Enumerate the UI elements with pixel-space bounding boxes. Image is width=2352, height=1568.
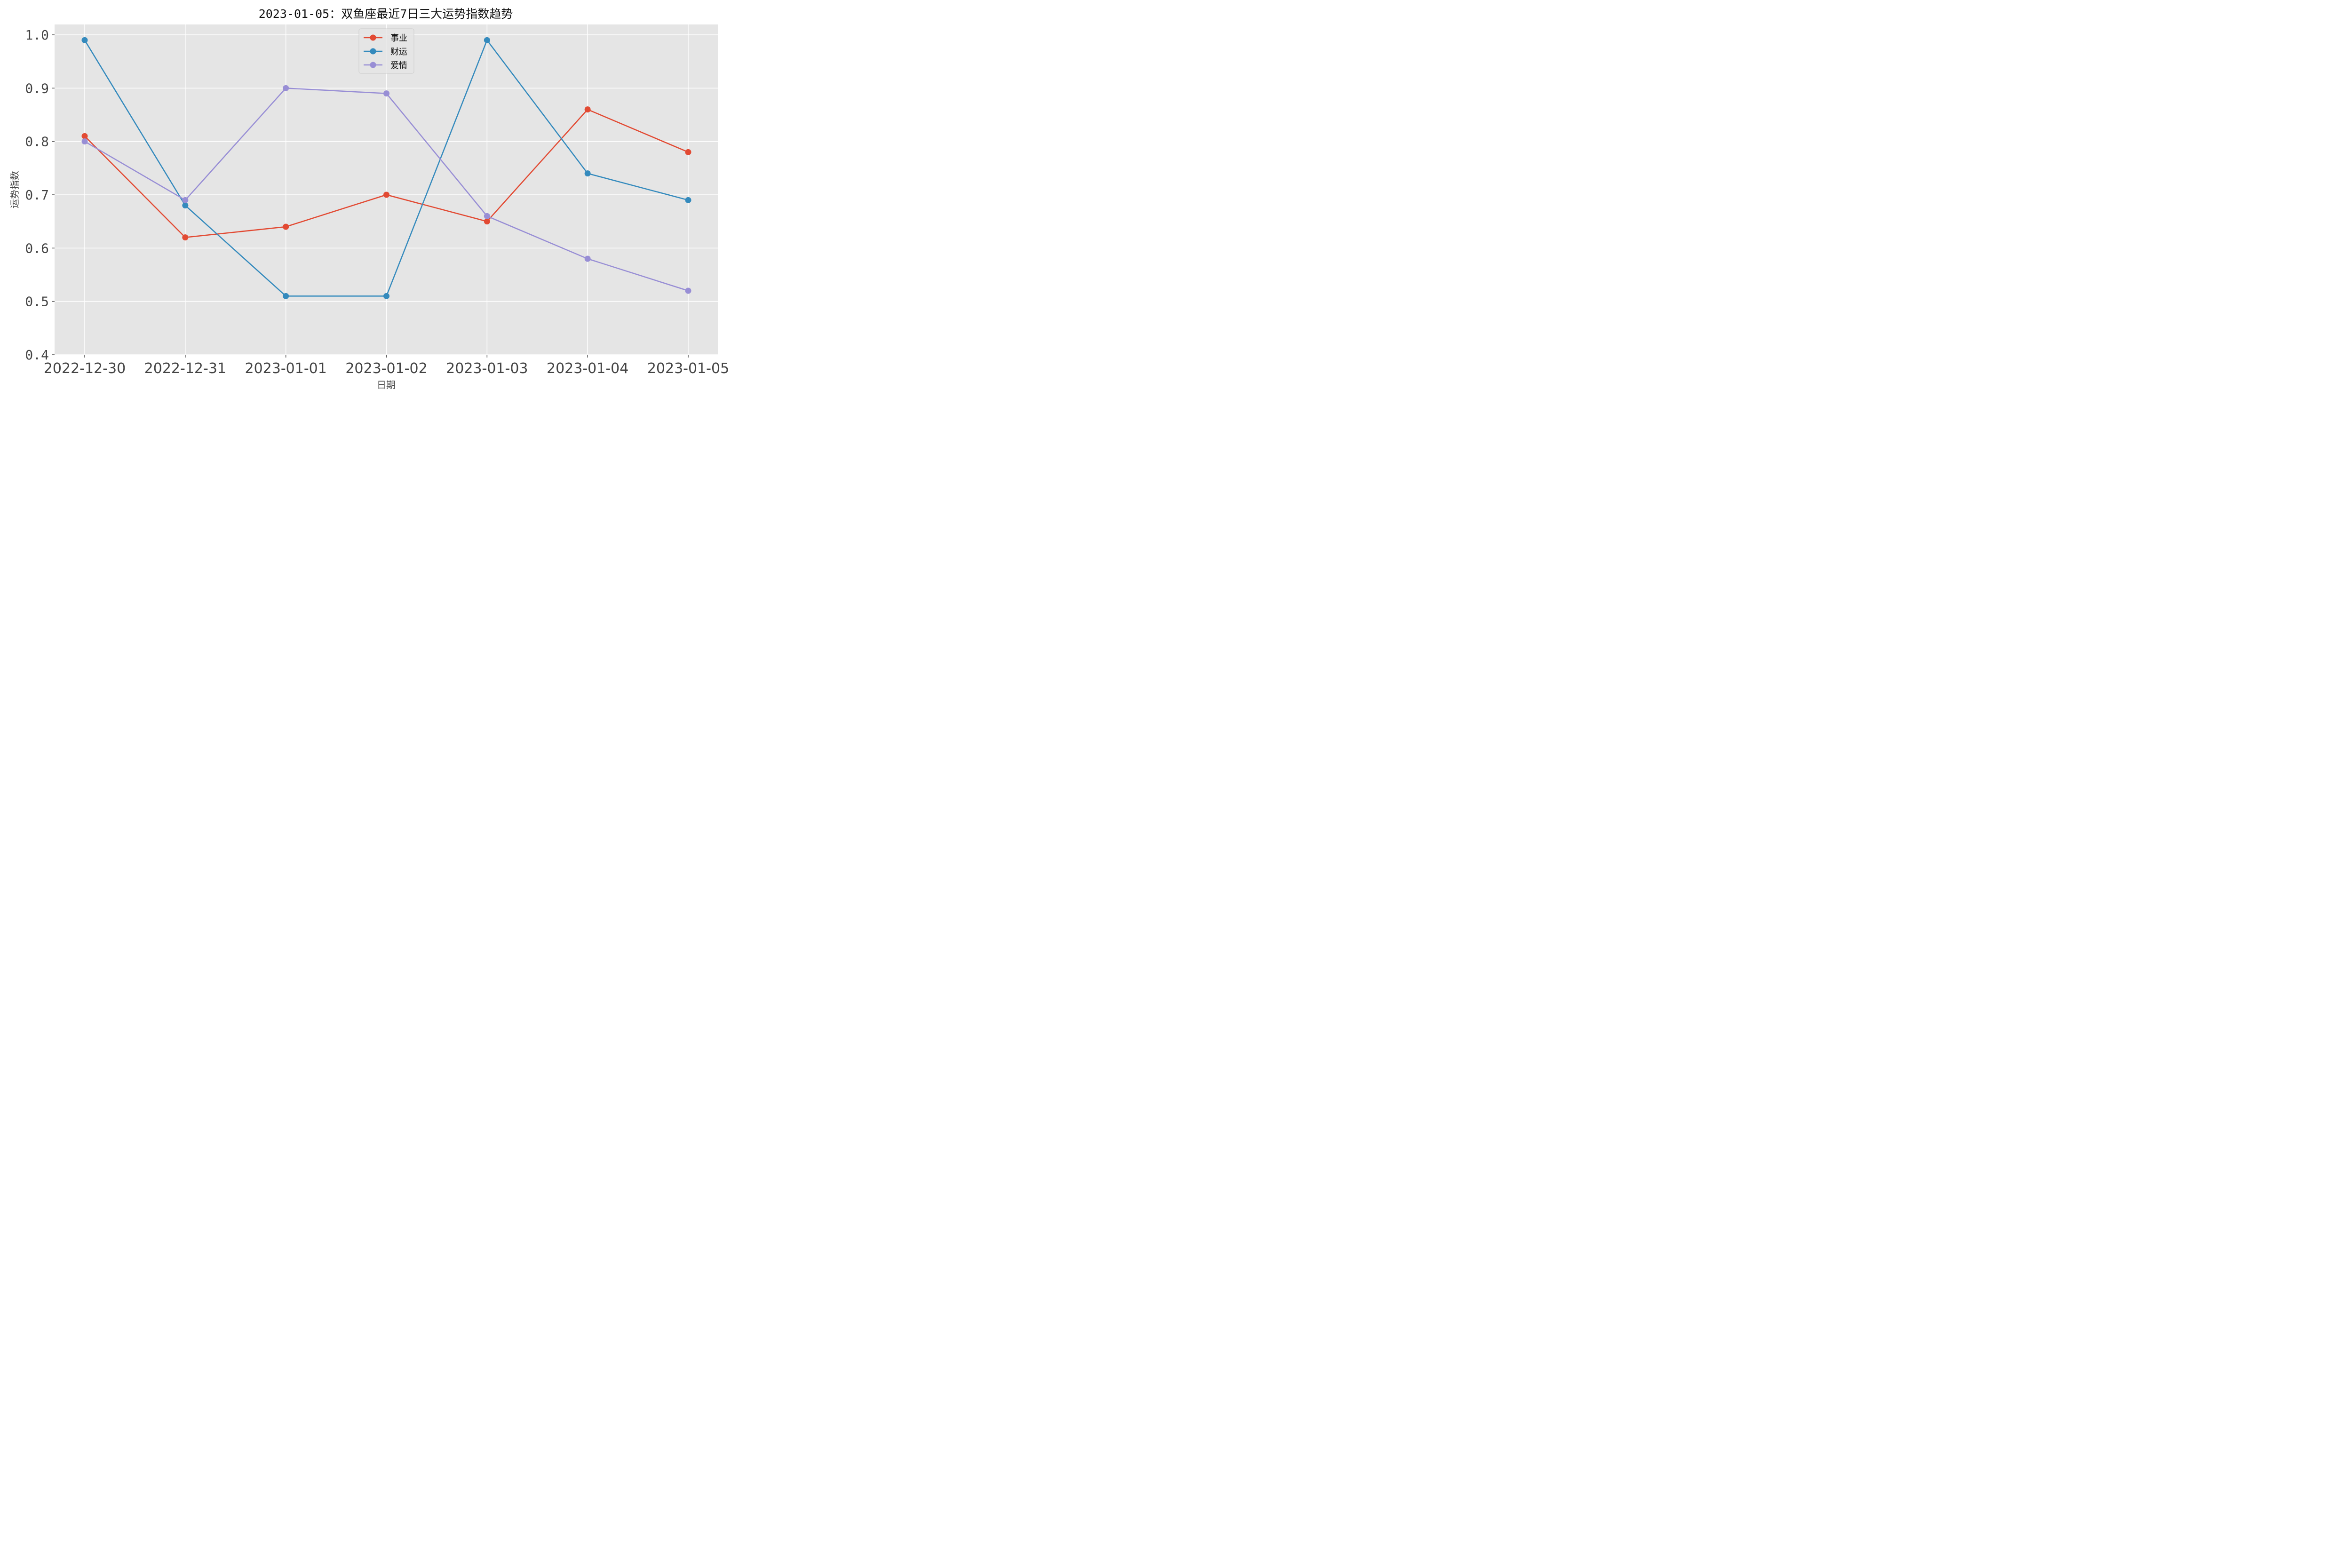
legend-swatch-marker: [370, 34, 376, 41]
data-point: [81, 37, 88, 43]
series-1: [81, 106, 691, 241]
data-point: [484, 213, 490, 219]
data-point: [383, 293, 389, 299]
x-tick-label: 2023-01-05: [647, 360, 729, 377]
data-point: [584, 106, 591, 113]
grid: [55, 24, 718, 355]
x-axis: 2022-12-30 2022-12-31 2023-01-01 2023-01-02…: [44, 355, 729, 377]
data-point: [685, 287, 691, 294]
series-2: [81, 37, 691, 299]
data-point: [81, 133, 88, 139]
data-point: [182, 202, 189, 209]
y-tick-label: 0.5: [25, 294, 49, 310]
legend-swatch-marker: [370, 62, 376, 68]
data-point: [182, 234, 189, 241]
legend-swatch-marker: [370, 48, 376, 55]
line-chart: 2023-01-05：双鱼座最近7日三大运势指数趋势 0.40.50.60.70…: [9, 7, 729, 390]
data-point: [685, 197, 691, 203]
legend-label: 事业: [390, 33, 407, 43]
data-point: [283, 293, 289, 299]
data-point: [383, 90, 389, 97]
data-point: [182, 197, 189, 203]
chart-title: 2023-01-05：双鱼座最近7日三大运势指数趋势: [259, 7, 513, 21]
x-tick-label: 2023-01-01: [245, 360, 326, 377]
x-tick-label: 2022-12-31: [144, 360, 226, 377]
data-point: [283, 223, 289, 230]
x-tick-label: 2023-01-02: [345, 360, 427, 377]
y-axis: 0.4 0.5 0.6 0.7 0.8 0.9 1.0: [25, 27, 55, 363]
data-point: [81, 138, 88, 145]
y-tick-label: 0.8: [25, 134, 49, 150]
legend-label: 财运: [390, 47, 407, 57]
x-tick-label: 2023-01-04: [547, 360, 628, 377]
y-axis-label: 运势指数: [9, 171, 20, 208]
data-point: [584, 170, 591, 177]
data-point: [584, 255, 591, 262]
data-point: [484, 218, 490, 225]
legend-label: 爱情: [390, 61, 407, 71]
data-point: [484, 37, 490, 43]
y-tick-label: 0.9: [25, 80, 49, 96]
x-axis-label: 日期: [377, 379, 396, 390]
data-point: [383, 191, 389, 198]
series-3: [81, 85, 691, 294]
y-tick-label: 0.6: [25, 240, 49, 256]
series-group: [81, 37, 691, 299]
data-point: [283, 85, 289, 91]
y-tick-label: 1.0: [25, 27, 49, 43]
x-tick-label: 2022-12-30: [44, 360, 126, 377]
x-tick-label: 2023-01-03: [446, 360, 528, 377]
data-point: [685, 149, 691, 155]
y-tick-label: 0.7: [25, 187, 49, 203]
y-tick-label: 0.4: [25, 347, 49, 363]
